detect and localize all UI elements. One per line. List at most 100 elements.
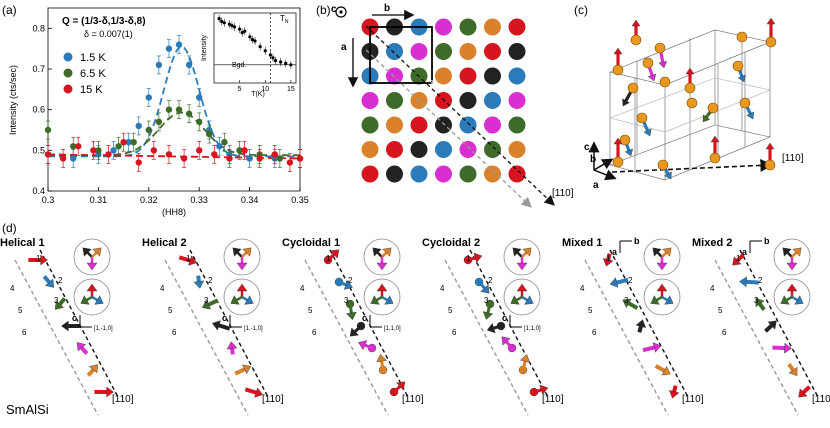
axis-c-label-c: c [584, 142, 590, 153]
spin-arrow-head [106, 386, 114, 398]
data-point-s2 [221, 139, 228, 146]
lattice-site [484, 165, 501, 183]
inset-point [248, 35, 252, 39]
moment-arrow-head [613, 137, 623, 145]
spin-arrow-head [201, 299, 211, 310]
spin-arrow-head [211, 320, 221, 331]
lattice-site [386, 43, 403, 60]
data-point-s3 [165, 151, 173, 158]
site-number: 6 [452, 328, 457, 337]
spin-arrow-head [635, 319, 647, 329]
lattice-site [484, 43, 501, 60]
inset-point [250, 38, 255, 42]
inset-point [284, 61, 288, 65]
triad-arrow-head [510, 295, 520, 305]
inset-point [238, 27, 242, 31]
spin-arrow-head [358, 340, 368, 351]
inset-point [232, 25, 237, 29]
triad-arrow-head [376, 283, 388, 292]
lattice-site [435, 165, 452, 183]
axis-b-label: b [384, 3, 390, 14]
lattice-site [410, 141, 428, 158]
plot-frame [47, 7, 301, 192]
site-6-label: 6 [427, 93, 432, 102]
triad-circle [73, 278, 111, 316]
direction-line [39, 249, 119, 398]
site-number: 5 [588, 306, 593, 315]
lattice-site [484, 18, 501, 36]
inset-point [289, 63, 293, 67]
triad-arrow-head [512, 247, 522, 257]
atom [765, 36, 777, 48]
data-point-s2 [175, 106, 183, 113]
structure-title-2: Helical 2 [142, 237, 187, 249]
site-number: 3 [344, 296, 349, 305]
x-tick-label: 0.33 [190, 195, 208, 205]
triad-arrow-head [236, 283, 248, 292]
lattice-grid [361, 18, 526, 183]
panel-label-a: (a) [2, 3, 17, 17]
atom [764, 159, 776, 171]
atom [684, 82, 696, 94]
data-point-s1 [216, 143, 223, 150]
lattice-site [459, 116, 477, 134]
lattice-site [508, 43, 526, 60]
lattice-site [459, 92, 477, 109]
triad-arrow-head [242, 247, 252, 257]
triad-circle [643, 238, 681, 276]
triad-arrow-head [786, 262, 798, 271]
structure-title-4: Cycloidal 2 [422, 237, 480, 249]
atom [630, 34, 642, 46]
spin-arrow-head [89, 364, 99, 374]
triad-arrow-head [522, 247, 532, 257]
data-point-s2 [165, 106, 173, 113]
triad-arrow-head [656, 262, 668, 271]
data-point-s3 [180, 155, 188, 162]
spin-arrow [744, 279, 759, 285]
inset-point [240, 30, 244, 35]
spin-arrow-head [242, 364, 252, 375]
spin-arrow-head [482, 311, 494, 320]
site-number: 1 [36, 254, 41, 263]
data-point-s3 [196, 147, 203, 154]
spin-arrow-head [330, 249, 340, 259]
spin-arrow-head [343, 279, 353, 290]
site-number: 4 [580, 284, 585, 293]
data-point-s1 [135, 122, 142, 130]
data-point-s3 [59, 155, 67, 162]
data-point-s1 [246, 155, 253, 162]
data-point-s3 [271, 151, 278, 158]
direction-line [329, 249, 409, 398]
axis-b-label-c: b [590, 154, 596, 165]
moment-arrow-head [702, 114, 711, 123]
x-axis-label: (HH8) [162, 207, 186, 217]
triad-arrow-head [780, 295, 790, 305]
spin-arrow-head [396, 381, 406, 391]
x-tick-label: 0.35 [291, 195, 309, 205]
triad-arrow-head [524, 295, 534, 305]
inset-point [271, 56, 275, 60]
spin-arrow-head [254, 387, 264, 398]
data-point-s1 [145, 94, 152, 101]
atom [739, 97, 751, 109]
spin-arrow-head [784, 342, 792, 354]
delta-value: δ = 0.007(1) [84, 29, 133, 39]
direction-label: [110] [812, 394, 830, 405]
y-tick-label: 0.7 [32, 64, 45, 74]
moment-arrow-head [746, 111, 755, 120]
data-point-s1 [125, 139, 132, 146]
y-tick-label: 0.4 [32, 186, 45, 196]
y-tick-label: 0.5 [32, 145, 45, 155]
site-number: 5 [308, 306, 313, 315]
data-point-s3 [296, 155, 304, 162]
moment-arrow-head [643, 128, 652, 137]
unit-cell [369, 26, 433, 84]
inset-ylabel: Intensity [201, 34, 208, 61]
triad-arrow-head [786, 283, 798, 292]
triad-circle [73, 238, 111, 276]
lattice-site [361, 141, 379, 158]
lattice-site [410, 116, 428, 134]
data-point-s1 [196, 94, 203, 101]
site-number: 1 [736, 254, 741, 263]
